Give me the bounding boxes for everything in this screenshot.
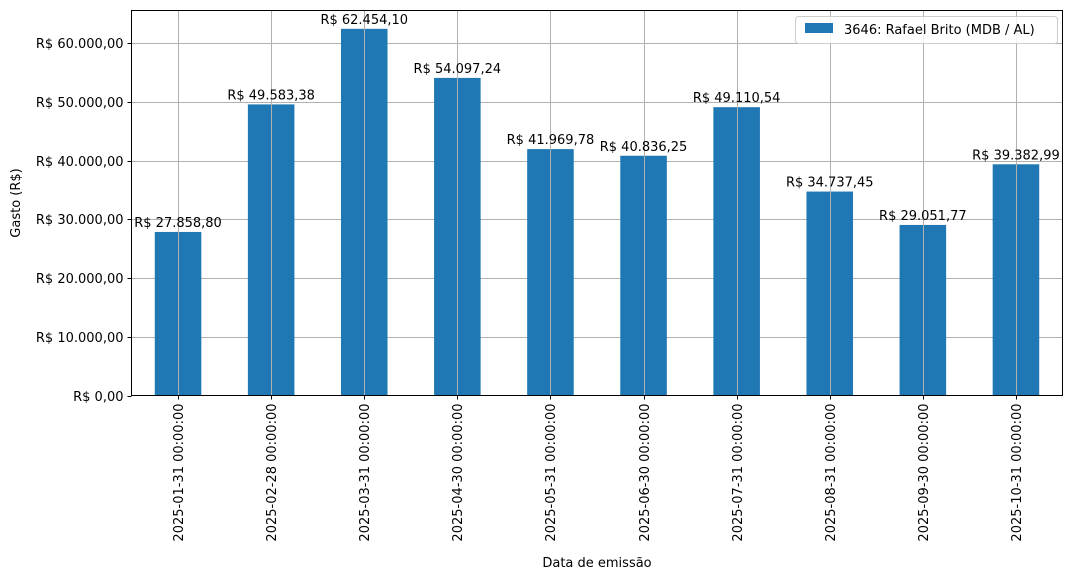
y-tick-label: R$ 60.000,00 — [36, 37, 124, 52]
y-axis-ticks: R$ 0,00 R$ 10.000,00 R$ 20.000,00 R$ 30.000… — [36, 37, 132, 405]
bar — [992, 164, 1040, 396]
bar-value-label: R$ 54.097,24 — [414, 62, 502, 77]
x-axis-label: Data de emissão — [542, 556, 651, 571]
bar-value-label: R$ 41.969,78 — [507, 133, 595, 148]
bar — [620, 155, 667, 396]
legend-label: 3646: Rafael Brito (MDB / AL) — [844, 23, 1035, 38]
plot-frame — [131, 10, 1063, 396]
x-tick-label: 2025-05-31 00:00:00 — [544, 404, 559, 542]
x-tick-label: 2025-04-30 00:00:00 — [451, 404, 466, 542]
x-tick-label: 2025-03-31 00:00:00 — [358, 404, 373, 542]
y-tick-label: R$ 50.000,00 — [36, 96, 124, 111]
bar-value-label: R$ 62.454,10 — [320, 13, 408, 28]
bar-value-label: R$ 49.110,54 — [693, 91, 781, 106]
y-tick-label: R$ 0,00 — [73, 390, 123, 405]
bar-value-label: R$ 34.737,45 — [786, 176, 874, 191]
y-axis-label: Gasto (R$) — [9, 168, 24, 237]
y-tick-label: R$ 30.000,00 — [36, 213, 124, 228]
x-tick-label: 2025-06-30 00:00:00 — [638, 404, 653, 542]
legend-swatch — [805, 23, 833, 33]
x-tick-label: 2025-01-31 00:00:00 — [172, 404, 187, 542]
bar — [806, 191, 854, 396]
x-tick-label: 2025-10-31 00:00:00 — [1010, 404, 1025, 542]
bar-value-label: R$ 27.858,80 — [134, 216, 222, 231]
bar-value-labels: R$ 27.858,80 R$ 49.583,38 R$ 62.454,10 R$ 5… — [134, 13, 1060, 231]
y-tick-label: R$ 20.000,00 — [36, 272, 124, 287]
x-gridlines — [178, 10, 1017, 396]
legend-frame — [795, 16, 1058, 44]
bar — [713, 107, 760, 396]
bar-value-label: R$ 40.836,25 — [600, 140, 688, 155]
x-tick-label: 2025-09-30 00:00:00 — [917, 404, 932, 542]
x-axis-ticks: 2025-01-31 00:00:00 2025-02-28 00:00:00 20… — [172, 395, 1025, 542]
bar-value-label: R$ 39.382,99 — [972, 148, 1060, 163]
bar-value-label: R$ 29.051,77 — [879, 209, 967, 224]
x-tick-label: 2025-07-31 00:00:00 — [731, 404, 746, 542]
y-tick-label: R$ 10.000,00 — [36, 331, 124, 346]
x-tick-label: 2025-02-28 00:00:00 — [265, 404, 280, 542]
bar-value-label: R$ 49.583,38 — [227, 88, 315, 103]
y-tick-label: R$ 40.000,00 — [36, 155, 124, 170]
bar — [899, 224, 947, 396]
legend: 3646: Rafael Brito (MDB / AL) — [795, 16, 1058, 44]
x-tick-label: 2025-08-31 00:00:00 — [824, 404, 839, 542]
